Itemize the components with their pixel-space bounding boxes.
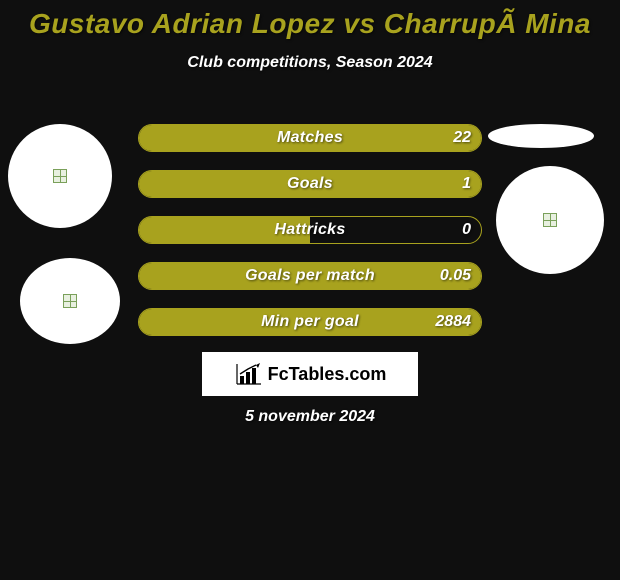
page-title: Gustavo Adrian Lopez vs CharrupÃ­ Mina — [0, 0, 620, 40]
stat-bar-value: 22 — [453, 129, 471, 147]
brand-box: FcTables.com — [202, 352, 418, 396]
stat-bar-value: 0 — [462, 221, 471, 239]
stat-bar-value: 1 — [462, 175, 471, 193]
broken-image-icon — [63, 294, 77, 308]
avatar-top-left — [8, 124, 112, 228]
stat-bar: Goals per match0.05 — [138, 262, 482, 290]
stat-bar: Hattricks0 — [138, 216, 482, 244]
broken-image-icon — [53, 169, 67, 183]
stat-bar-label: Hattricks — [139, 221, 481, 239]
stat-bar: Goals1 — [138, 170, 482, 198]
ellipse-top-right — [488, 124, 594, 148]
avatar-right — [496, 166, 604, 274]
stat-bar-label: Min per goal — [139, 313, 481, 331]
broken-image-icon — [543, 213, 557, 227]
stat-bar-value: 2884 — [435, 313, 471, 331]
stat-bar-label: Goals per match — [139, 267, 481, 285]
page-subtitle: Club competitions, Season 2024 — [0, 54, 620, 72]
stat-bar-value: 0.05 — [440, 267, 471, 285]
stat-bar: Matches22 — [138, 124, 482, 152]
stat-bars: Matches22 Goals1 Hattricks0 Goals per match… — [138, 124, 482, 354]
brand-chart-icon — [234, 362, 262, 386]
avatar-bottom-left — [20, 258, 120, 344]
snapshot-date: 5 november 2024 — [0, 408, 620, 426]
stat-bar-label: Matches — [139, 129, 481, 147]
stat-bar-label: Goals — [139, 175, 481, 193]
brand-text: FcTables.com — [268, 364, 387, 385]
stat-bar: Min per goal2884 — [138, 308, 482, 336]
